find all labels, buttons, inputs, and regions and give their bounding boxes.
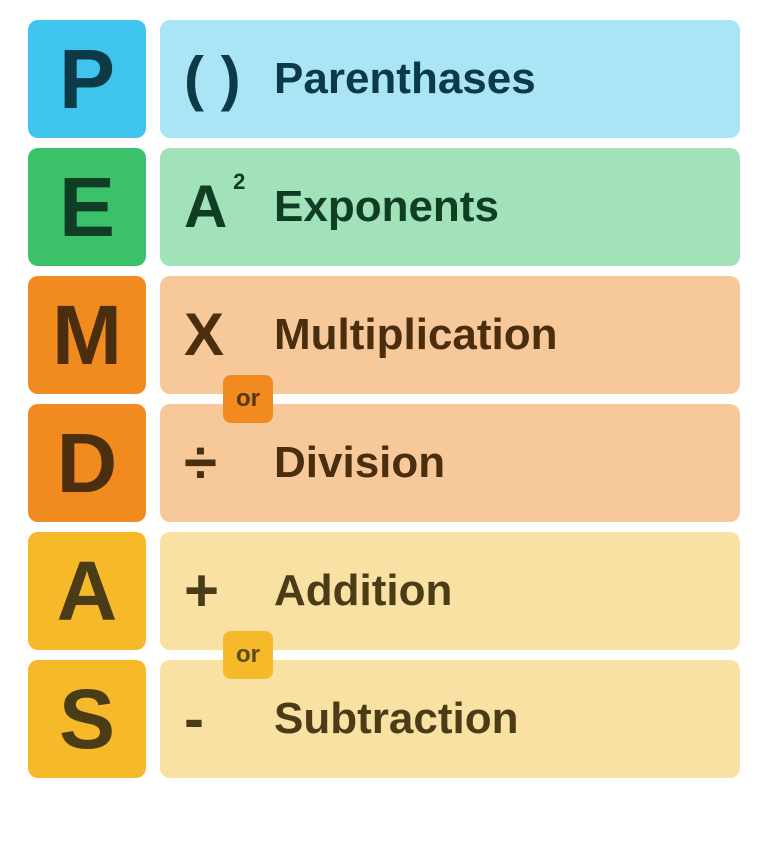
letter: M xyxy=(52,293,122,377)
bar: A2Exponents xyxy=(160,148,740,266)
row-wrap: P ( )Parenthases xyxy=(28,20,740,148)
letter: D xyxy=(57,421,118,505)
pemdas-row: EA2Exponents xyxy=(28,148,740,266)
symbol: - xyxy=(184,689,274,749)
symbol-base: A xyxy=(184,173,227,240)
letter-box: S xyxy=(28,660,146,778)
label: Multiplication xyxy=(274,310,558,360)
symbol-superscript: 2 xyxy=(233,171,245,193)
letter-box: A xyxy=(28,532,146,650)
letter: P xyxy=(59,37,115,121)
pemdas-row: D ÷Division xyxy=(28,404,740,522)
pemdas-row: S -Subtraction xyxy=(28,660,740,778)
symbol: + xyxy=(184,561,274,621)
letter-box: D xyxy=(28,404,146,522)
symbol: A2 xyxy=(184,177,274,237)
row-wrap: orD÷Division xyxy=(28,404,740,532)
label: Exponents xyxy=(274,182,499,232)
bar: ( )Parenthases xyxy=(160,20,740,138)
row-wrap: A +Addition xyxy=(28,532,740,660)
label: Division xyxy=(274,438,445,488)
letter-box: P xyxy=(28,20,146,138)
symbol: ÷ xyxy=(184,433,274,493)
or-badge: or xyxy=(223,631,273,679)
pemdas-row: P ( )Parenthases xyxy=(28,20,740,138)
pemdas-row: M XMultiplication xyxy=(28,276,740,394)
letter-box: E xyxy=(28,148,146,266)
label: Addition xyxy=(274,566,452,616)
row-wrap: EA2Exponents xyxy=(28,148,740,276)
or-badge: or xyxy=(223,375,273,423)
pemdas-diagram: P( )ParenthasesEA2ExponentsMXMultiplicat… xyxy=(28,20,740,788)
row-wrap: M XMultiplication xyxy=(28,276,740,404)
letter: E xyxy=(59,165,115,249)
label: Subtraction xyxy=(274,694,518,744)
pemdas-row: A +Addition xyxy=(28,532,740,650)
symbol: X xyxy=(184,305,274,365)
symbol: ( ) xyxy=(184,49,274,109)
label: Parenthases xyxy=(274,54,536,104)
letter-box: M xyxy=(28,276,146,394)
row-wrap: orS-Subtraction xyxy=(28,660,740,788)
letter: A xyxy=(57,549,118,633)
letter: S xyxy=(59,677,115,761)
